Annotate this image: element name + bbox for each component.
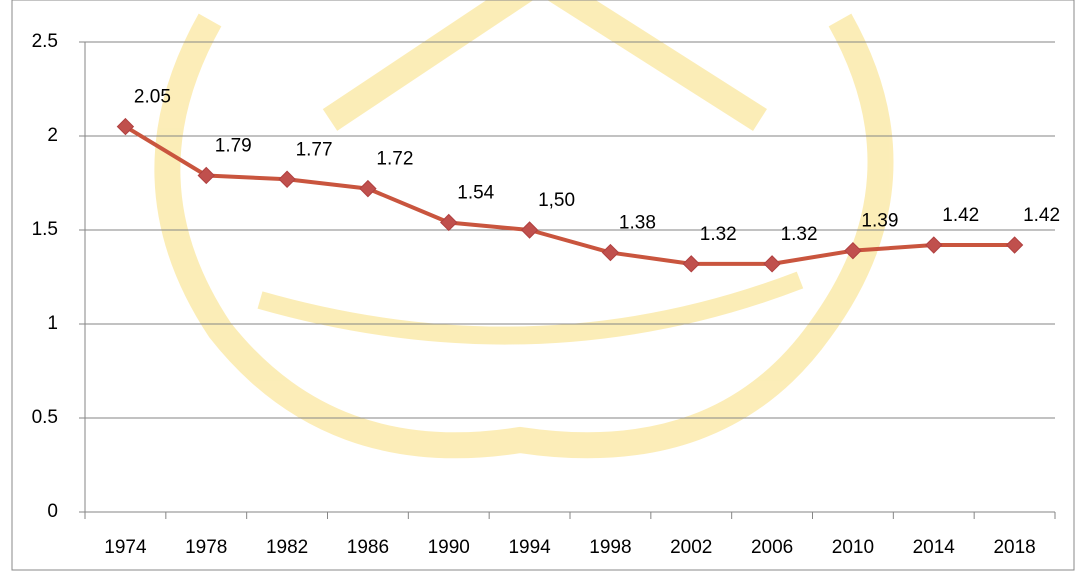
x-tick-label: 2006 <box>751 537 793 558</box>
marker <box>926 237 942 253</box>
watermark <box>167 0 880 445</box>
data-label: 1.54 <box>457 182 494 203</box>
x-tick-label: 1978 <box>185 537 227 558</box>
marker <box>602 245 618 261</box>
marker <box>1007 237 1023 253</box>
data-label: 1.32 <box>700 224 737 245</box>
data-label: 1.39 <box>861 211 898 232</box>
data-label: 1.77 <box>296 139 333 160</box>
marker <box>764 256 780 272</box>
x-tick-label: 2002 <box>670 537 712 558</box>
x-tick-label: 2018 <box>993 537 1035 558</box>
watermark-triangle <box>330 0 760 120</box>
x-tick-label: 1990 <box>428 537 470 558</box>
data-label: 1.79 <box>215 135 252 156</box>
x-tick-label: 1974 <box>104 537 147 558</box>
y-tick-label: 1 <box>47 313 58 334</box>
data-label: 2.05 <box>134 87 171 108</box>
marker <box>279 171 295 187</box>
x-tick-label: 1986 <box>347 537 389 558</box>
marker <box>522 222 538 238</box>
data-label: 1.38 <box>619 213 656 234</box>
y-tick-label: 0 <box>47 501 58 522</box>
x-tick-label: 2014 <box>913 537 956 558</box>
x-tick-label: 2010 <box>832 537 874 558</box>
y-tick-label: 1.5 <box>32 219 58 240</box>
marker <box>683 256 699 272</box>
x-tick-label: 1982 <box>266 537 308 558</box>
data-label: 1.42 <box>1023 205 1060 226</box>
data-label: 1.42 <box>942 205 979 226</box>
data-label: 1.72 <box>376 149 413 170</box>
data-label: 1,50 <box>538 190 575 211</box>
data-label: 1.32 <box>781 224 818 245</box>
x-tick-label: 1998 <box>589 537 631 558</box>
y-tick-label: 2 <box>47 125 58 146</box>
chart: 0 0.5 1 1.5 2 2.5 1974 1978 1982 1986 1990 1994 1998… <box>0 0 1075 571</box>
y-tick-label: 0.5 <box>32 407 58 428</box>
marker <box>441 214 457 230</box>
watermark-band <box>260 280 800 336</box>
marker <box>360 181 376 197</box>
y-tick-label: 2.5 <box>32 31 58 52</box>
x-tick-label: 1994 <box>508 537 551 558</box>
